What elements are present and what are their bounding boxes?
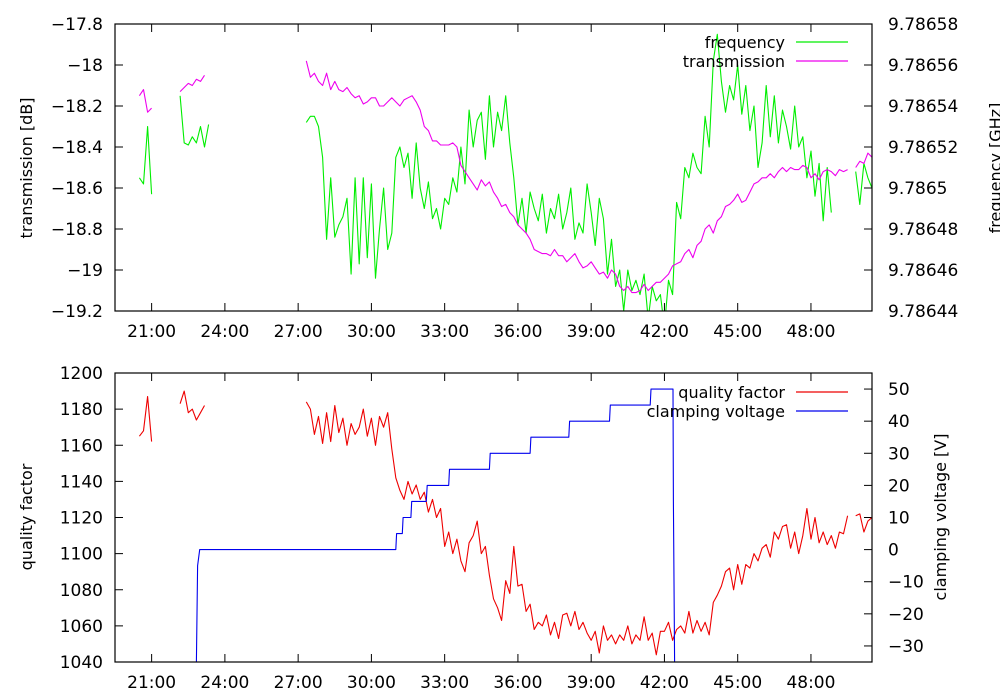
x-tick-label: 24:00 <box>200 322 249 342</box>
y-tick-label: −18.4 <box>51 138 103 158</box>
bottom-plot-frame <box>114 372 873 663</box>
top-series <box>138 33 872 311</box>
x-tick-label: 45:00 <box>713 673 762 693</box>
y-tick-label: 1060 <box>60 617 103 637</box>
y-tick-label: −18.8 <box>51 220 103 240</box>
y2-tick-label: 9.78644 <box>888 302 958 322</box>
legend-label-quality-factor: quality factor <box>678 383 785 402</box>
series-transmission-segment-2 <box>305 60 848 294</box>
x-tick-label: 45:00 <box>713 322 762 342</box>
x-tick-label: 42:00 <box>640 673 689 693</box>
x-tick-label: 39:00 <box>567 322 616 342</box>
y-tick-label: −19 <box>67 261 103 281</box>
y-tick-label: −18.6 <box>51 179 103 199</box>
bottom-legend: quality factor clamping voltage <box>647 383 848 421</box>
series-frequency-segment-3 <box>855 162 872 205</box>
bottom-series <box>138 388 872 662</box>
x-tick-label: 39:00 <box>567 673 616 693</box>
y-tick-label: 1140 <box>60 472 103 492</box>
y-tick-label: 1180 <box>60 400 103 420</box>
y2-tick-label: −30 <box>888 637 924 657</box>
series-transmission-segment-1 <box>179 74 205 92</box>
x-tick-label: 30:00 <box>347 673 396 693</box>
y2-tick-label: 30 <box>888 444 910 464</box>
series-transmission-segment-3 <box>855 152 872 168</box>
top-panel: 21:00 24:00 27:00 30:00 33:00 36:00 39:00 42:00… <box>17 15 1000 342</box>
x-tick-label: 36:00 <box>493 322 542 342</box>
series-quality-factor-segment-2 <box>305 401 849 656</box>
top-y-axis-label: transmission [dB] <box>17 98 36 239</box>
y-tick-label: 1160 <box>60 436 103 456</box>
top-plot-frame <box>114 23 873 312</box>
y2-tick-label: 9.78646 <box>888 261 958 281</box>
series-frequency-segment-2 <box>305 33 832 311</box>
top-tick-labels: 21:00 24:00 27:00 30:00 33:00 36:00 39:00 42:00… <box>51 15 958 342</box>
x-tick-label: 42:00 <box>640 322 689 342</box>
y-tick-label: −18 <box>67 56 103 76</box>
y2-tick-label: 50 <box>888 380 910 400</box>
series-frequency-segment-0 <box>138 125 153 195</box>
y-tick-label: 1100 <box>60 545 103 565</box>
y2-tick-label: 40 <box>888 412 910 432</box>
y-tick-label: 1200 <box>60 364 103 384</box>
x-tick-label: 27:00 <box>274 322 323 342</box>
series-clamping-voltage-segment-0 <box>195 388 676 662</box>
x-tick-label: 30:00 <box>347 322 396 342</box>
x-tick-label: 48:00 <box>786 673 835 693</box>
legend-label-frequency: frequency <box>705 33 785 52</box>
y2-tick-label: −10 <box>888 573 924 593</box>
y2-tick-label: 20 <box>888 476 910 496</box>
x-tick-label: 33:00 <box>420 322 469 342</box>
x-tick-label: 33:00 <box>420 673 469 693</box>
y2-tick-label: 9.78654 <box>888 97 958 117</box>
bottom-ticks <box>115 372 872 663</box>
y2-tick-label: 0 <box>888 541 899 561</box>
y-tick-label: −19.2 <box>51 302 103 322</box>
y2-tick-label: 9.78656 <box>888 56 958 76</box>
series-quality-factor-segment-0 <box>138 395 153 442</box>
x-tick-label: 21:00 <box>127 322 176 342</box>
series-transmission-segment-0 <box>138 89 152 113</box>
y2-tick-label: 9.78652 <box>888 138 958 158</box>
y-tick-label: −18.2 <box>51 97 103 117</box>
legend-label-clamping-voltage: clamping voltage <box>647 402 785 421</box>
bottom-panel: 21:00 24:00 27:00 30:00 33:00 36:00 39:00 42:00… <box>17 364 950 693</box>
y-tick-label: 1080 <box>60 581 103 601</box>
series-quality-factor-segment-3 <box>855 513 872 533</box>
x-tick-label: 36:00 <box>493 673 542 693</box>
y2-tick-label: 9.78658 <box>888 15 958 35</box>
top-y2-axis-label: frequency [GHz] <box>986 103 1000 234</box>
bottom-tick-labels: 21:00 24:00 27:00 30:00 33:00 36:00 39:00 42:00… <box>60 364 924 693</box>
y-tick-label: 1040 <box>60 653 103 673</box>
x-tick-label: 48:00 <box>786 322 835 342</box>
x-tick-label: 27:00 <box>274 673 323 693</box>
y2-tick-label: −20 <box>888 605 924 625</box>
y2-tick-label: 9.7865 <box>888 179 947 199</box>
bottom-y-axis-label: quality factor <box>17 463 36 570</box>
top-legend: frequency transmission <box>683 33 848 71</box>
x-tick-label: 21:00 <box>127 673 176 693</box>
series-quality-factor-segment-1 <box>179 390 205 421</box>
y-tick-label: −17.8 <box>51 15 103 35</box>
legend-label-transmission: transmission <box>683 52 785 71</box>
x-tick-label: 24:00 <box>200 673 249 693</box>
y2-tick-label: 10 <box>888 509 910 529</box>
y-tick-label: 1120 <box>60 509 103 529</box>
series-frequency-segment-1 <box>179 95 210 148</box>
y2-tick-label: 9.78648 <box>888 220 958 240</box>
bottom-y2-axis-label: clamping voltage [V] <box>931 434 950 601</box>
